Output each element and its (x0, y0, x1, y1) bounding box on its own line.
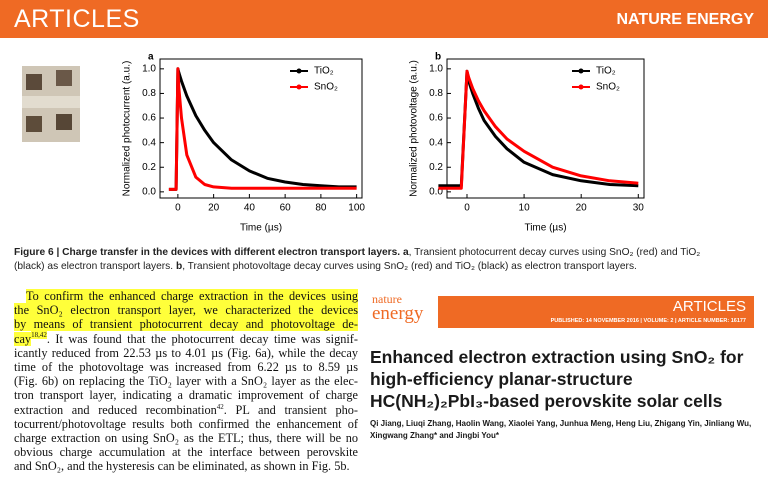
y-tick-label: 0.0 (429, 186, 443, 197)
text-line: the SnO₂ electron transport layer, we ch… (14, 303, 358, 318)
text-line: (Fig. 6b) on replacing the TiO₂ layer wi… (14, 374, 358, 389)
x-tick-label: 20 (208, 203, 220, 214)
title-line: HC(NH₂)₂PbI₃-based perovskite solar cell… (370, 391, 723, 411)
text-line: extraction and reduced recombination (14, 402, 217, 417)
citation: 42 (216, 402, 224, 411)
journal-name: NATURE ENERGY (616, 11, 755, 28)
y-tick-label: 0.6 (429, 113, 443, 124)
text-line: tron transport layer, indicating a drama… (14, 388, 358, 403)
x-axis-label: Time (µs) (240, 223, 282, 234)
y-tick-label: 0.8 (142, 88, 156, 99)
x-tick-label: 40 (244, 203, 256, 214)
y-tick-label: 0.6 (142, 113, 156, 124)
legend-marker (578, 84, 584, 90)
text-line: tocurrent/photovoltage results both conf… (14, 416, 358, 431)
inset-section: ARTICLES (672, 298, 746, 315)
article-inset: nature energy ARTICLES PUBLISHED: 14 NOV… (368, 292, 754, 472)
data-line (168, 67, 357, 191)
y-axis-label: Normalized photocurrent (a.u.) (122, 61, 133, 197)
device-photo (22, 66, 80, 142)
body-text: To confirm the enhanced charge extractio… (14, 289, 358, 473)
plot-frame (446, 58, 645, 199)
y-tick-label: 0.4 (142, 137, 156, 148)
figure-caption: Figure 6 | Charge transfer in the device… (14, 246, 714, 274)
y-tick-label: 0.2 (429, 162, 443, 173)
title-line: Enhanced electron extraction using SnO₂ … (370, 347, 744, 367)
y-tick-label: 0.4 (429, 137, 443, 148)
text-line: charge extraction on using SnO₂ as the E… (14, 430, 358, 445)
header-bar: ARTICLES NATURE ENERGY (0, 0, 768, 38)
text-line: . PL and transient pho- (223, 402, 358, 417)
x-tick-label: 60 (280, 203, 292, 214)
section-name: ARTICLES (14, 5, 140, 33)
text-line: and SnO₂, and the hysteresis can be elim… (14, 459, 350, 474)
legend-marker (296, 68, 302, 74)
logo: nature energy (372, 292, 424, 324)
text-line: cay (14, 331, 32, 346)
y-tick-label: 0.2 (142, 162, 156, 173)
legend-label: TiO₂ (314, 66, 334, 77)
text-line: by means of transient photocurrent decay… (14, 317, 358, 332)
inset-bar: ARTICLES PUBLISHED: 14 NOVEMBER 2016 | V… (438, 296, 754, 328)
y-axis-label: Normalized photovoltage (a.u.) (409, 60, 420, 197)
text-line: obvious charge accumulation at the inter… (14, 445, 358, 460)
text-line: . It was found that the photocurrent dec… (46, 331, 358, 346)
x-tick-label: 0 (175, 203, 181, 214)
legend-marker (296, 84, 302, 90)
title-line: high-efficiency planar-structure (370, 369, 633, 389)
caption-title: Figure 6 | Charge transfer in the device… (14, 247, 401, 258)
x-tick-label: 80 (315, 203, 327, 214)
author-line: Xingwang Zhang* and Jingbi You* (370, 431, 500, 440)
legend-marker (578, 68, 584, 74)
published-info: PUBLISHED: 14 NOVEMBER 2016 | VOLUME: 2 … (550, 318, 746, 324)
logo-top: nature (372, 292, 402, 306)
author-line: Qi Jiang, Liuqi Zhang, Haolin Wang, Xiao… (370, 419, 752, 428)
logo-bottom: energy (372, 303, 424, 324)
plot-frame (159, 58, 363, 199)
caption-text: , Transient photovoltage decay curves us… (182, 261, 637, 272)
x-axis-label: Time (µs) (524, 223, 566, 234)
y-tick-label: 0.8 (429, 88, 443, 99)
data-line (438, 69, 639, 190)
text-line: To confirm the enhanced charge extractio… (26, 289, 358, 303)
text-line: time of the photovoltage was increased f… (14, 359, 358, 374)
legend-label: SnO₂ (596, 82, 620, 93)
article-title: Enhanced electron extraction using SnO₂ … (370, 346, 743, 412)
citation: 18,42 (31, 331, 47, 340)
y-tick-label: 1.0 (429, 63, 443, 74)
x-tick-label: 30 (633, 203, 645, 214)
legend-label: TiO₂ (596, 66, 616, 77)
y-tick-label: 1.0 (142, 63, 156, 74)
x-tick-label: 100 (348, 203, 365, 214)
panel-label: a (148, 52, 154, 63)
caption-label: a (402, 247, 409, 258)
authors: Qi Jiang, Liuqi Zhang, Haolin Wang, Xiao… (370, 418, 751, 442)
text-line: icantly reduced from 22.53 µs to 4.01 µs… (14, 345, 358, 360)
x-tick-label: 0 (464, 203, 470, 214)
caption-label: b (175, 261, 183, 272)
y-tick-label: 0.0 (142, 186, 156, 197)
x-tick-label: 20 (576, 203, 588, 214)
caption-text: , Transient photocurrent decay curves us… (14, 247, 701, 272)
legend-label: SnO₂ (314, 82, 338, 93)
panel-label: b (435, 52, 441, 63)
x-tick-label: 10 (519, 203, 531, 214)
